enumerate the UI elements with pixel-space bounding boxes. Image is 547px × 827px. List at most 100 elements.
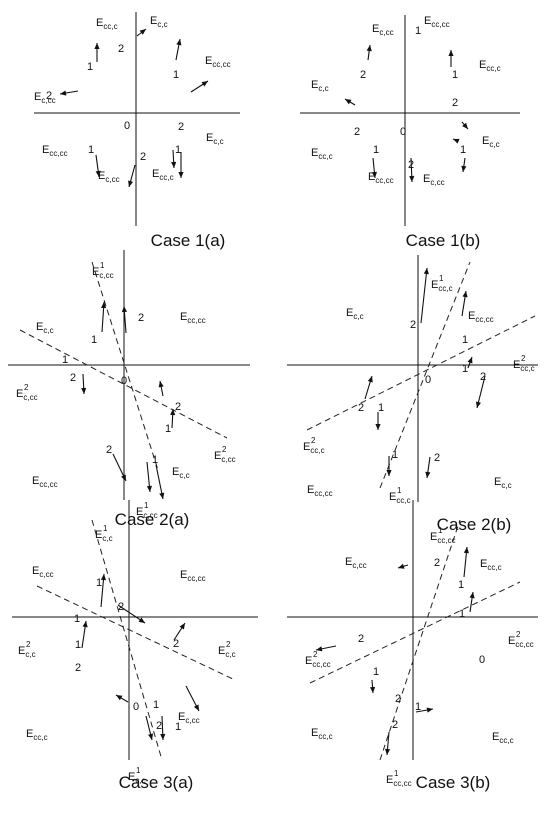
vector-number: 2 [46,90,52,102]
dashed-boundary-line [91,519,163,761]
region-label-superscript: 2 [311,436,316,445]
region-label: Ec,cc [32,565,54,579]
vector-number: 1 [153,699,159,711]
vector-arrow-head [448,50,454,56]
vector-arrow-head [367,376,373,383]
dashed-boundary-line [379,519,461,761]
vector-number: 1 [378,402,384,414]
vector-arrow-head [369,686,376,693]
vector-number: 1 [173,69,179,81]
region-label: Ec,c [172,466,190,480]
vector-number: 1 [62,354,68,366]
region-label: Ec,cc [372,23,394,37]
dashed-boundary-line [19,329,228,439]
region-label: Ecc,cc [508,635,534,649]
vector-number: 1 [458,579,464,591]
vector-number: 2 [70,372,76,384]
vector-number: 0 [479,654,485,666]
region-label: Ecc,cc [368,171,394,185]
case-caption: Case 2(a) [115,510,190,529]
vector-number: 0 [400,126,406,138]
vector-number: 1 [462,363,468,375]
vector-arrow-head [467,357,473,364]
vector-number: 2 [156,720,162,732]
region-label: Ec,cc [92,266,114,280]
vector-number: 1 [460,144,466,156]
case-panel: Ec,cc1Ecc,ccEc,cEc,cc2Ec,cc2Ecc,ccEc,cEc… [8,250,250,529]
region-label: Ec,c [218,645,236,659]
vector-arrow-head [366,45,372,52]
region-label: Ecc,c [311,147,333,161]
region-label: Ecc,c [513,359,535,373]
region-label-superscript: 2 [24,383,29,392]
region-label: Ecc,cc [468,310,494,324]
vector-arrow-head [463,547,469,554]
region-label: Ec,cc [178,711,200,725]
region-label: Ecc,c [152,168,174,182]
vector-arrow-head [469,592,475,599]
vector-number: 1 [373,144,379,156]
vector-arrow-head [171,161,177,168]
vector-arrow-head [101,302,107,309]
dashed-boundary-line [36,585,236,681]
dashed-boundary-line [91,261,159,471]
vector-arrow-head [121,306,128,313]
vector-number: 1 [165,423,171,435]
region-label: Ec,c [311,79,329,93]
vector-arrow-head [94,43,100,49]
region-label: Ec,c [128,771,146,785]
dashed-boundary-line [309,581,521,684]
vector-arrow-head [201,81,208,87]
vector-number: 1 [415,25,421,37]
vector-arrow-head [398,563,405,569]
region-label: Ecc,c [96,17,118,31]
vector-arrow-head [170,409,176,416]
vector-number: 2 [480,371,486,383]
region-label: Ecc,c [480,558,502,572]
vector-arrow-head [371,171,377,178]
vector-number: 0 [124,120,130,132]
case-caption: Case 3(b) [416,773,491,792]
vector-arrow-head [462,291,468,298]
vector-arrow-head [316,646,323,652]
vector-number: 2 [175,401,181,413]
vector-arrow-head [423,268,429,275]
vector-arrow-head [95,170,101,177]
region-label: Ecc,cc [386,774,412,788]
region-label-superscript: 2 [222,445,227,454]
vector-number: 1 [75,639,81,651]
region-label: Ecc,cc [32,475,58,489]
vector-number: 2 [138,312,144,324]
region-label: Ec,cc [214,450,236,464]
region-label: Ecc,cc [424,15,450,29]
vector-arrow-head [176,39,182,46]
region-label: Ecc,c [431,279,453,293]
region-label: Ecc,cc [307,484,333,498]
region-label: Ec,c [95,529,113,543]
vector-number: 1 [459,608,465,620]
vector-arrow-head [384,748,391,755]
vector-arrow-head [81,387,87,394]
vector-number: 2 [392,719,398,731]
vector-arrow-head [461,165,467,172]
region-label: Ecc,cc [430,531,456,545]
region-label-superscript: 1 [136,766,141,775]
vector-arrow-head [116,695,123,701]
vector-arrow-head [146,485,152,492]
vector-arrow-head [345,99,352,105]
vector-number: 2 [140,151,146,163]
vector-number: 2 [75,662,81,674]
vector-arrow-head [179,623,185,630]
vector-arrow-head [128,180,134,187]
vector-arrow-head [148,733,154,740]
region-label-superscript: 2 [516,630,521,639]
vector-number: 2 [452,97,458,109]
region-label-superscript: 1 [438,526,443,535]
region-label-superscript: 2 [521,354,526,363]
vector-arrow-head [138,617,145,623]
vector-arrow-head [386,470,392,476]
vector-number: 0 [425,374,431,386]
region-label: Ecc,cc [305,655,331,669]
